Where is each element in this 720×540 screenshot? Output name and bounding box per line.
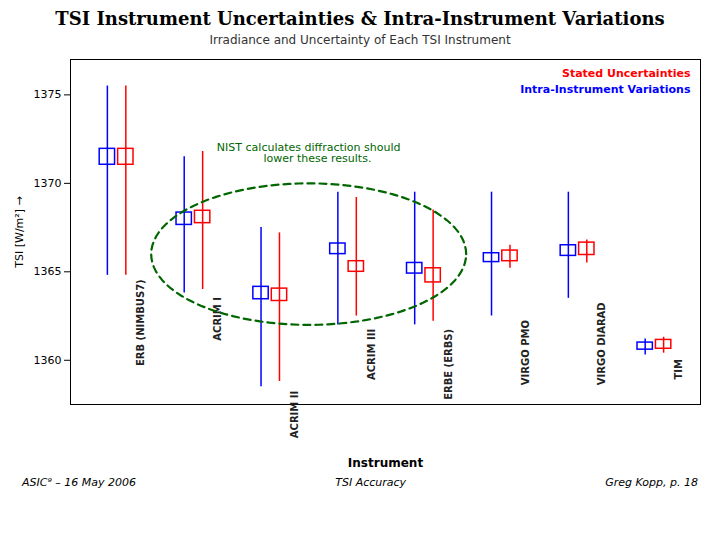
svg-text:ERBE (ERBS): ERBE (ERBS) (443, 329, 454, 400)
svg-text:ACRIM I: ACRIM I (212, 297, 223, 341)
svg-text:TIM: TIM (673, 359, 684, 380)
svg-text:1360: 1360 (34, 354, 62, 367)
svg-text:ACRIM II: ACRIM II (289, 391, 300, 438)
svg-text:VIRGO DIARAD: VIRGO DIARAD (596, 302, 607, 385)
svg-text:Intra-Instrument Variations: Intra-Instrument Variations (520, 83, 691, 96)
html-text:Irradiance and Uncertainty of: Irradiance and Uncertainty of Each TSI I… (209, 33, 511, 47)
svg-text:Instrument: Instrument (348, 456, 424, 470)
svg-text:ACRIM III: ACRIM III (366, 329, 377, 380)
svg-text:VIRGO PMO: VIRGO PMO (520, 320, 531, 385)
html-text:TSI Accuracy: TSI Accuracy (335, 476, 407, 489)
svg-text:Stated Uncertainties: Stated Uncertainties (562, 67, 691, 80)
html-text:ASIC⁹ – 16 May 2006: ASIC⁹ – 16 May 2006 (22, 476, 137, 489)
svg-text:1365: 1365 (34, 265, 62, 278)
svg-text:1370: 1370 (34, 177, 62, 190)
svg-text:ERB (NIMBUS7): ERB (NIMBUS7) (135, 279, 146, 366)
html-text:TSI Instrument Uncertainties &: TSI Instrument Uncertainties & Intra-Ins… (55, 8, 665, 29)
svg-text:1375: 1375 (34, 88, 62, 101)
html-text:Greg Kopp, p. 18: Greg Kopp, p. 18 (605, 476, 698, 489)
svg-text:NIST calculates diffraction sh: NIST calculates diffraction should lower… (217, 141, 401, 165)
svg-text:TSI [W/m²] →: TSI [W/m²] → (13, 196, 26, 268)
